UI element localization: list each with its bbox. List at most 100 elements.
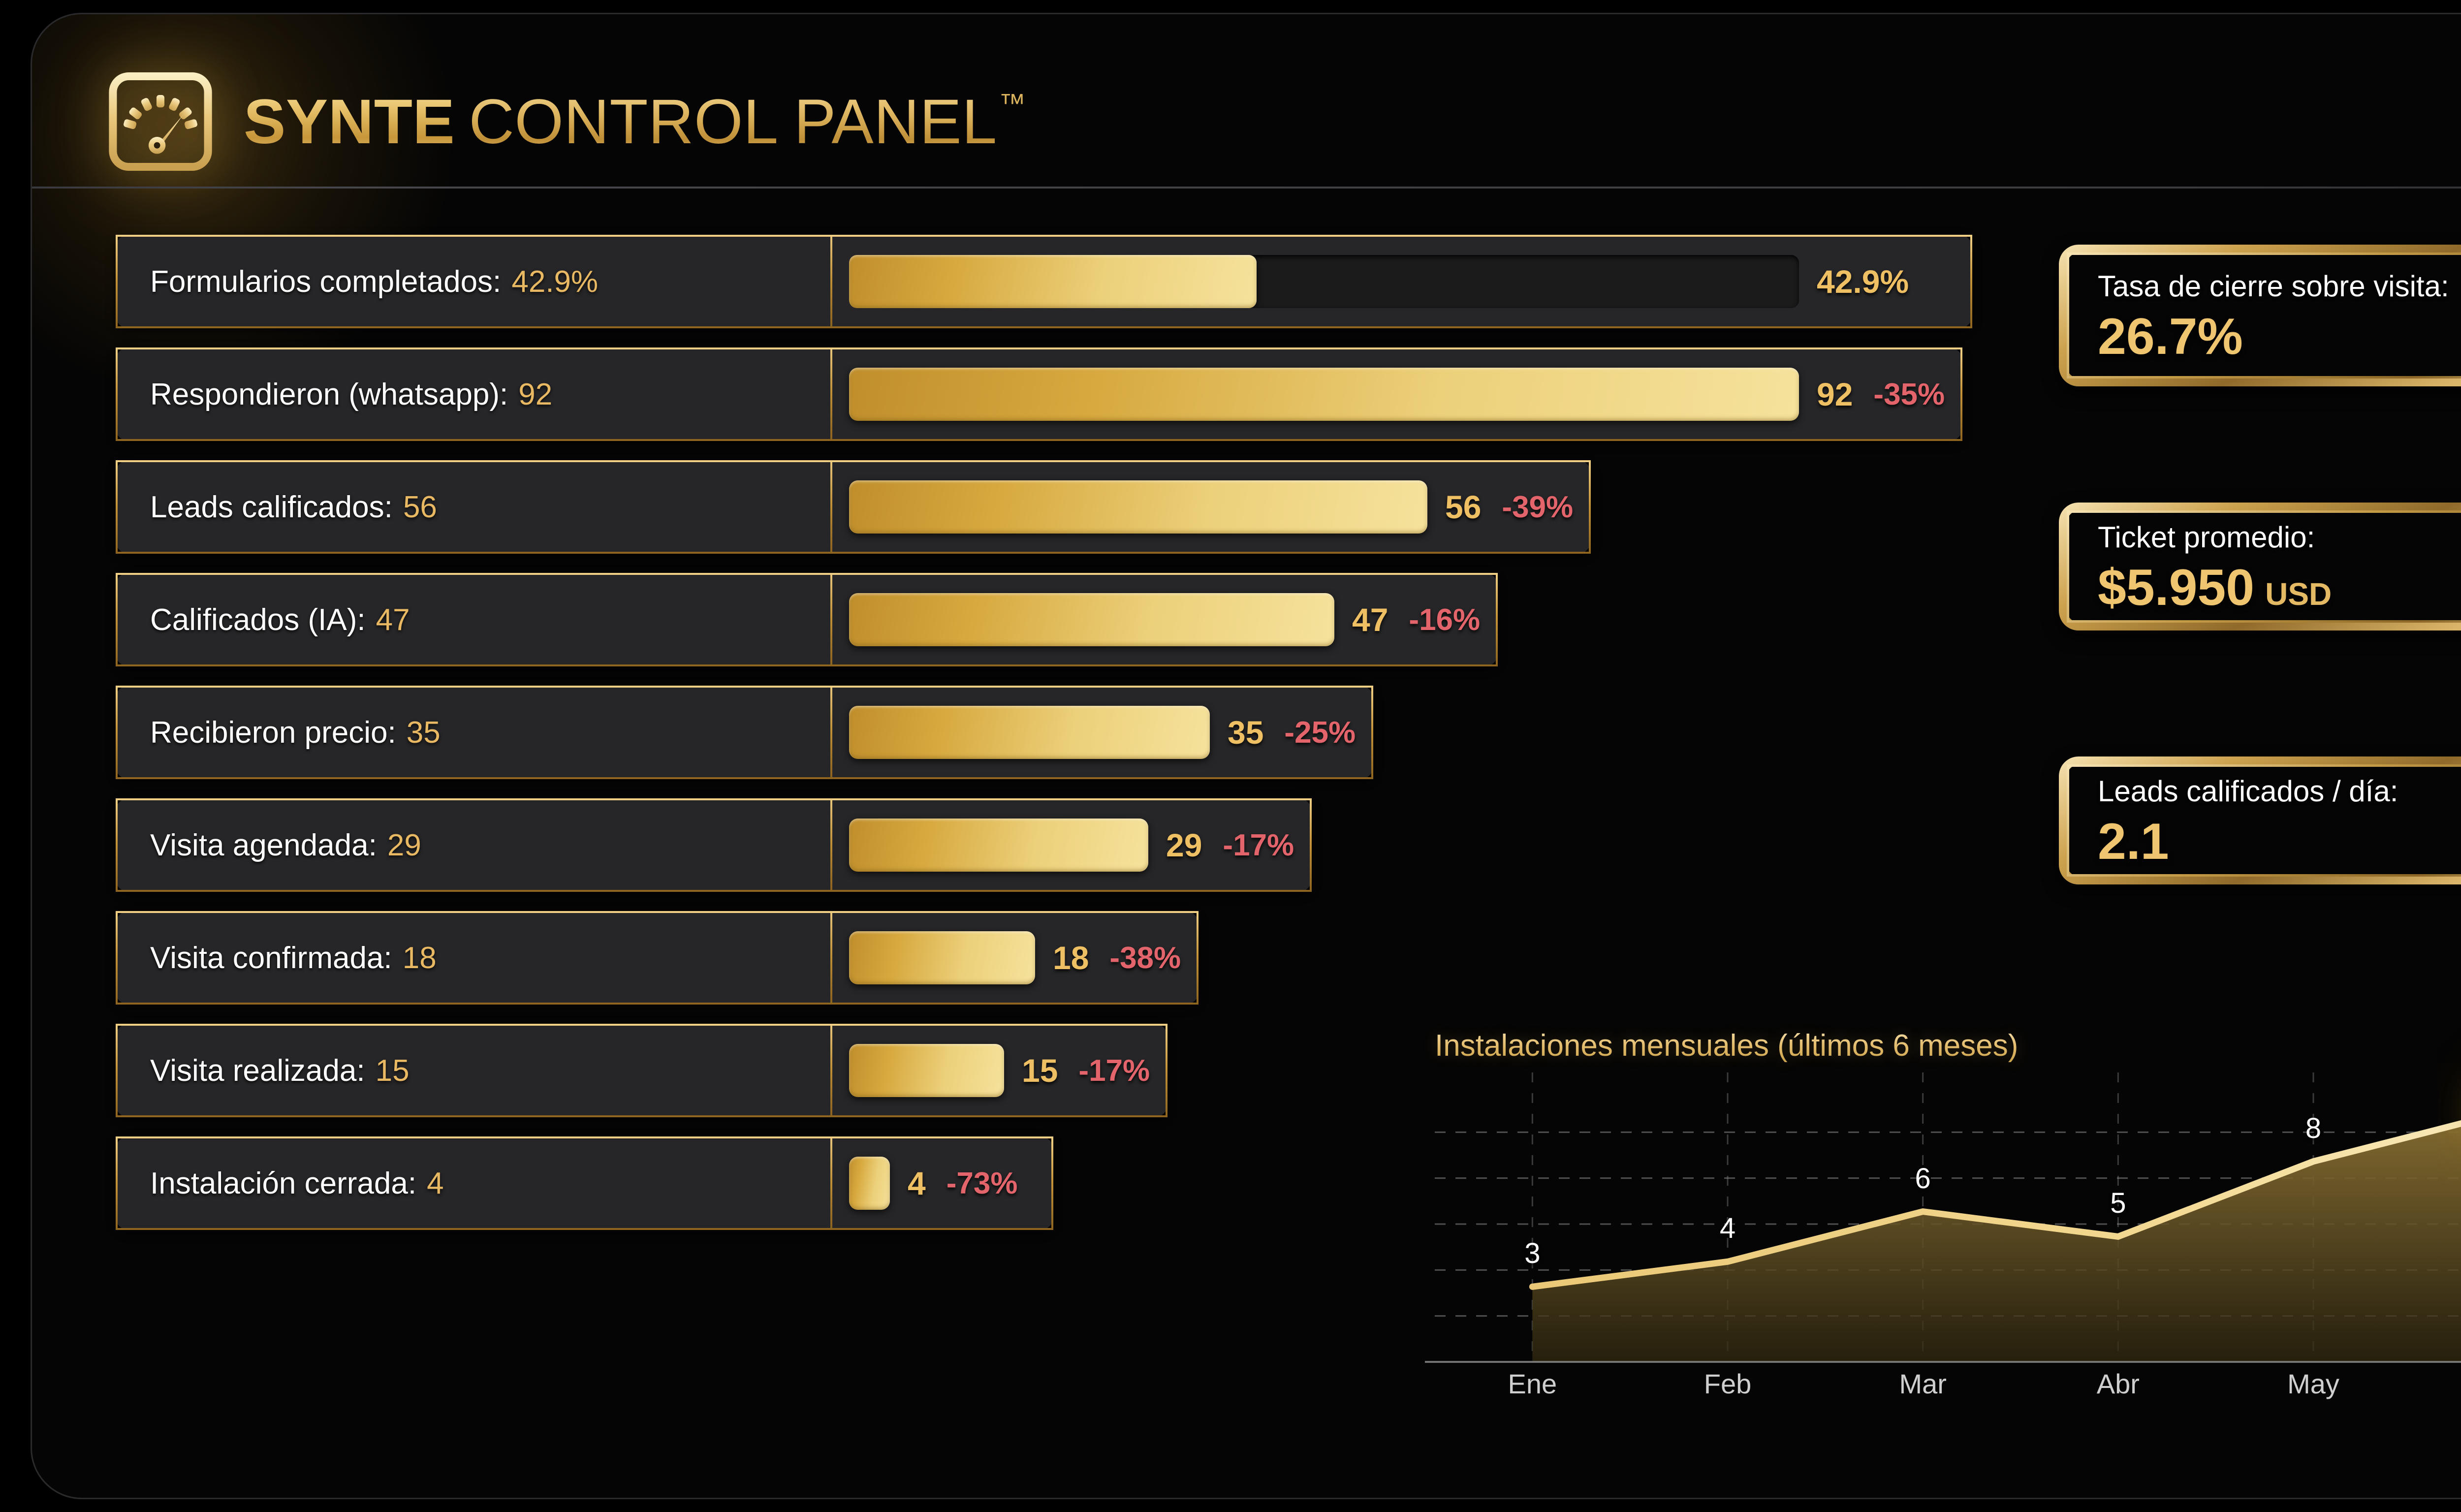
funnel-bar-fill xyxy=(849,255,1257,308)
gauge-icon xyxy=(104,69,217,174)
funnel-row-delta: -35% xyxy=(1873,377,1945,411)
page-title: SYNTE CONTROL PANEL ™ xyxy=(244,73,1026,170)
funnel-bar-fill xyxy=(849,593,1334,646)
funnel-row-delta: -39% xyxy=(1502,490,1574,524)
x-tick-ene: Ene xyxy=(1508,1368,1557,1399)
kpi-card-body: Leads calificados / día: 2.1 xyxy=(2067,764,2461,877)
funnel-row-visita-confirmada[interactable]: Visita confirmada: 18 18 -38% xyxy=(116,911,1199,1005)
chart-point-label-ene: 3 xyxy=(1524,1237,1541,1270)
funnel-row-values: 35 -25% xyxy=(1228,714,1356,751)
funnel-row-value: 29 xyxy=(1166,827,1202,863)
dashboard-panel: SYNTE CONTROL PANEL ™ Formularios comple… xyxy=(31,13,2461,1499)
funnel-row-track: 92 -35% xyxy=(832,349,1960,439)
app-header: SYNTE CONTROL PANEL ™ xyxy=(32,14,2461,189)
funnel-row-track: 4 -73% xyxy=(832,1138,1051,1228)
funnel-row-label: Formularios completados: 42.9% xyxy=(118,237,832,326)
funnel-row-delta: -17% xyxy=(1223,828,1294,862)
funnel-row-track: 47 -16% xyxy=(832,575,1496,664)
funnel-row-values: 29 -17% xyxy=(1166,826,1294,864)
funnel-row-values: 18 -38% xyxy=(1053,939,1181,976)
funnel-row-track: 42.9% xyxy=(832,237,1970,326)
funnel-row-label-text: Recibieron precio: xyxy=(150,715,396,750)
funnel-row-delta: -25% xyxy=(1284,715,1356,750)
funnel-row-value: 56 xyxy=(1445,489,1482,525)
funnel-row-values: 47 -16% xyxy=(1352,601,1480,638)
funnel-row-label: Instalación cerrada: 4 xyxy=(118,1138,832,1228)
funnel-row-track: 35 -25% xyxy=(832,688,1371,777)
funnel-row-instalacion-cerrada[interactable]: Instalación cerrada: 4 4 -73% xyxy=(116,1136,1053,1230)
header-divider xyxy=(32,187,2461,189)
funnel-row-formularios-completados[interactable]: Formularios completados: 42.9% 42.9% xyxy=(116,235,1972,328)
funnel-row-delta: -73% xyxy=(946,1166,1018,1200)
funnel-row-label-text: Visita agendada: xyxy=(150,828,377,862)
funnel-bar-fill xyxy=(849,706,1210,759)
funnel-bar-track xyxy=(849,255,1799,308)
funnel-row-label-value: 56 xyxy=(403,490,437,524)
funnel-row-label-text: Respondieron (whatsapp): xyxy=(150,377,508,411)
funnel-row-track: 56 -39% xyxy=(832,462,1589,552)
funnel-row-track: 18 -38% xyxy=(832,913,1197,1003)
funnel-row-label-value: 42.9% xyxy=(511,264,599,299)
funnel-bar-fill xyxy=(849,480,1427,534)
kpi-card-body: Ticket promedio: $5.950 USD $ xyxy=(2067,510,2461,623)
funnel-row-label-value: 4 xyxy=(427,1166,444,1200)
kpi-card-body: Tasa de cierre sobre visita: 26.7% xyxy=(2067,252,2461,378)
x-tick-abr: Abr xyxy=(2096,1368,2140,1399)
kpi-label: Ticket promedio: xyxy=(2098,520,2315,554)
funnel-row-respondieron-whatsapp[interactable]: Respondieron (whatsapp): 92 92 -35% xyxy=(116,347,1962,441)
kpi-card-tasa-de-cierre[interactable]: Tasa de cierre sobre visita: 26.7% xyxy=(2059,245,2461,386)
funnel-bar-fill xyxy=(849,931,1035,984)
kpi-value: 2.1 xyxy=(2098,813,2169,870)
funnel-row-values: 92 -35% xyxy=(1817,376,1945,413)
funnel-row-delta: -38% xyxy=(1109,941,1181,975)
funnel-row-track: 29 -17% xyxy=(832,800,1310,890)
kpi-card-leads-por-dia[interactable]: Leads calificados / día: 2.1 xyxy=(2059,756,2461,884)
funnel-row-label: Recibieron precio: 35 xyxy=(118,688,832,777)
funnel-row-label: Visita realizada: 15 xyxy=(118,1026,832,1115)
monthly-installations-chart: Instalaciones mensuales (últimos 6 meses… xyxy=(1425,1028,2461,1447)
kpi-card-ticket-promedio[interactable]: Ticket promedio: $5.950 USD $ xyxy=(2059,503,2461,630)
kpi-value-row: $5.950 USD xyxy=(2098,562,2461,613)
funnel-row-label: Visita agendada: 29 xyxy=(118,800,832,890)
funnel-row-visita-agendada[interactable]: Visita agendada: 29 29 -17% xyxy=(116,798,1312,892)
funnel-row-calificados-ia[interactable]: Calificados (IA): 47 47 -16% xyxy=(116,573,1498,666)
funnel-row-track: 15 -17% xyxy=(832,1026,1166,1115)
kpi-label: Leads calificados / día: xyxy=(2098,774,2398,808)
funnel-row-visita-realizada[interactable]: Visita realizada: 15 15 -17% xyxy=(116,1024,1167,1117)
funnel-bar-fill xyxy=(849,1157,890,1210)
funnel-row-value: 47 xyxy=(1352,601,1388,638)
trademark-symbol: ™ xyxy=(999,89,1026,118)
funnel-row-label: Visita confirmada: 18 xyxy=(118,913,832,1003)
funnel-row-label-value: 29 xyxy=(387,828,421,862)
funnel-bar-fill xyxy=(849,368,1799,421)
title-rest: CONTROL PANEL xyxy=(469,86,997,157)
funnel-row-values: 42.9% xyxy=(1817,263,1909,300)
funnel-row-label-text: Visita realizada: xyxy=(150,1053,365,1088)
chart-line xyxy=(1529,1120,2461,1290)
kpi-value: $5.950 xyxy=(2098,559,2255,616)
funnel-row-value: 42.9% xyxy=(1817,263,1909,300)
funnel-row-recibieron-precio[interactable]: Recibieron precio: 35 35 -25% xyxy=(116,686,1373,779)
funnel-list: Formularios completados: 42.9% 42.9% Respon… xyxy=(116,235,1972,1249)
funnel-row-values: 15 -17% xyxy=(1022,1052,1150,1089)
funnel-row-label-text: Formularios completados: xyxy=(150,264,502,299)
funnel-row-value: 35 xyxy=(1228,714,1264,751)
funnel-row-label: Calificados (IA): 47 xyxy=(118,575,832,664)
funnel-row-leads-calificados[interactable]: Leads calificados: 56 56 -39% xyxy=(116,460,1591,554)
kpi-unit: USD xyxy=(2265,576,2332,612)
funnel-row-label-value: 47 xyxy=(376,602,410,637)
funnel-row-label-text: Calificados (IA): xyxy=(150,602,366,637)
funnel-row-label: Leads calificados: 56 xyxy=(118,462,832,552)
kpi-value-row: 26.7% xyxy=(2098,311,2461,362)
funnel-row-value: 4 xyxy=(908,1165,926,1201)
funnel-row-label-text: Visita confirmada: xyxy=(150,941,392,975)
chart-area-fill xyxy=(1532,1123,2461,1362)
funnel-row-values: 4 -73% xyxy=(908,1165,1017,1202)
x-tick-feb: Feb xyxy=(1704,1368,1752,1399)
chart-x-axis: Ene Feb Mar Abr May Jun xyxy=(1435,1368,2461,1400)
chart-point-label-mar: 6 xyxy=(1915,1162,1931,1195)
funnel-row-delta: -16% xyxy=(1409,602,1481,637)
funnel-row-label-text: Instalación cerrada: xyxy=(150,1166,417,1200)
funnel-bar-fill xyxy=(849,819,1148,872)
x-tick-jun: Jun xyxy=(2411,1368,2461,1400)
